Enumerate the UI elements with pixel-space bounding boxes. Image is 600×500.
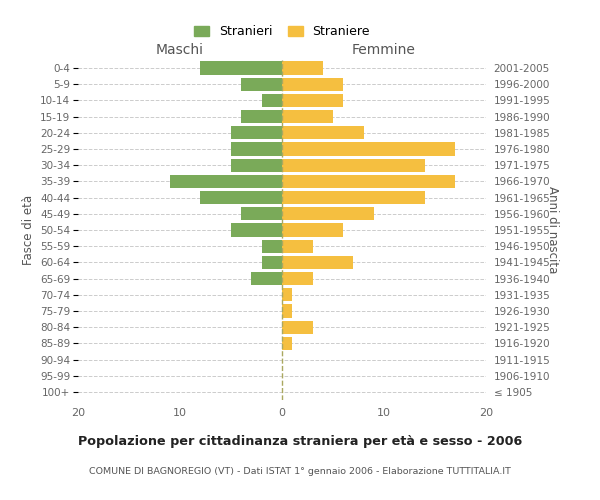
Bar: [282, 336, 292, 350]
Bar: [231, 142, 282, 156]
Bar: [282, 304, 292, 318]
Bar: [282, 256, 353, 269]
Bar: [200, 62, 282, 74]
Bar: [282, 175, 455, 188]
Bar: [282, 207, 374, 220]
Bar: [262, 94, 282, 107]
Y-axis label: Anni di nascita: Anni di nascita: [546, 186, 559, 274]
Bar: [282, 240, 313, 253]
Bar: [282, 126, 364, 140]
Bar: [231, 224, 282, 236]
Bar: [170, 175, 282, 188]
Bar: [282, 158, 425, 172]
Bar: [231, 158, 282, 172]
Bar: [231, 126, 282, 140]
Bar: [241, 207, 282, 220]
Text: COMUNE DI BAGNOREGIO (VT) - Dati ISTAT 1° gennaio 2006 - Elaborazione TUTTITALIA: COMUNE DI BAGNOREGIO (VT) - Dati ISTAT 1…: [89, 468, 511, 476]
Text: Maschi: Maschi: [156, 42, 204, 56]
Text: Femmine: Femmine: [352, 42, 416, 56]
Bar: [241, 78, 282, 91]
Bar: [262, 256, 282, 269]
Legend: Stranieri, Straniere: Stranieri, Straniere: [194, 26, 370, 38]
Bar: [200, 191, 282, 204]
Bar: [282, 224, 343, 236]
Bar: [282, 78, 343, 91]
Bar: [282, 94, 343, 107]
Bar: [241, 110, 282, 124]
Bar: [282, 110, 333, 124]
Bar: [282, 320, 313, 334]
Bar: [282, 191, 425, 204]
Bar: [282, 288, 292, 302]
Bar: [262, 240, 282, 253]
Bar: [251, 272, 282, 285]
Bar: [282, 62, 323, 74]
Bar: [282, 272, 313, 285]
Text: Popolazione per cittadinanza straniera per età e sesso - 2006: Popolazione per cittadinanza straniera p…: [78, 435, 522, 448]
Bar: [282, 142, 455, 156]
Y-axis label: Fasce di età: Fasce di età: [22, 195, 35, 265]
